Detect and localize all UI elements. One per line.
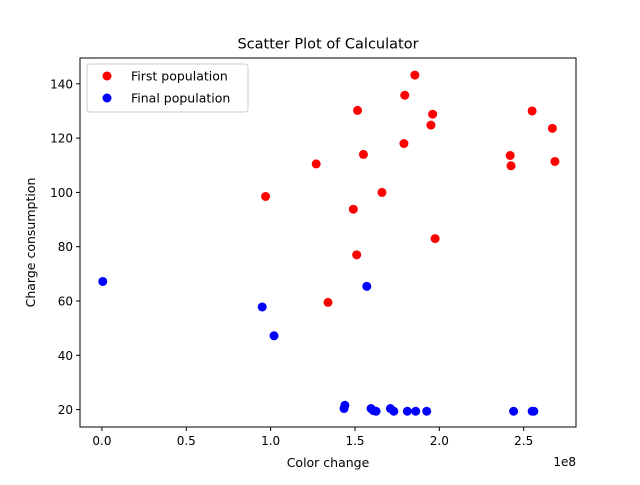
data-point-final-population [389, 406, 399, 416]
data-point-final-population [411, 406, 421, 416]
x-tick-label: 0.0 [92, 434, 111, 448]
data-point-final-population [362, 281, 372, 291]
data-point-final-population [98, 276, 108, 286]
data-point-first-population [506, 161, 516, 171]
data-point-final-population [509, 406, 519, 416]
y-tick-label: 120 [50, 132, 73, 146]
y-tick-label: 20 [58, 403, 73, 417]
axes-layer: 0.0 0.5 1.0 1.5 2.0 2.5 20 40 60 80 100 120 140 [50, 77, 533, 448]
data-point-first-population [399, 139, 409, 149]
legend-label-first-population: First population [131, 69, 228, 84]
legend: First population Final population [86, 63, 249, 113]
data-point-final-population [402, 406, 412, 416]
data-point-first-population [426, 120, 436, 130]
chart-title: Scatter Plot of Calculator [237, 37, 418, 53]
legend-marker-first-population [102, 71, 112, 81]
data-point-first-population [410, 70, 420, 80]
y-tick-label: 60 [58, 295, 73, 309]
points-layer [98, 70, 560, 416]
y-tick-label: 40 [58, 349, 73, 363]
x-axis-offset-label: 1e8 [553, 455, 576, 469]
data-point-final-population [269, 331, 279, 341]
data-point-first-population [505, 150, 515, 160]
y-tick-label: 100 [50, 186, 73, 200]
data-point-first-population [358, 149, 368, 159]
data-point-first-population [352, 250, 362, 260]
data-point-final-population [422, 406, 432, 416]
y-axis-label: Charge consumption [23, 178, 38, 308]
x-axis-label: Color change [287, 455, 370, 470]
x-tick-label: 2.5 [514, 434, 533, 448]
data-point-final-population [257, 302, 267, 312]
data-point-first-population [527, 106, 537, 116]
x-tick-label: 1.0 [261, 434, 280, 448]
legend-box [86, 63, 249, 113]
y-tick-label: 80 [58, 240, 73, 254]
data-point-first-population [428, 109, 438, 119]
data-point-first-population [430, 234, 440, 244]
data-point-final-population [529, 406, 539, 416]
y-tick-label: 140 [50, 77, 73, 91]
data-point-first-population [348, 204, 358, 214]
data-point-first-population [323, 297, 333, 307]
x-tick-label: 1.5 [345, 434, 364, 448]
data-point-first-population [311, 159, 321, 169]
data-point-final-population [340, 400, 350, 410]
plot-frame [79, 57, 577, 428]
data-point-first-population [547, 123, 557, 133]
x-tick-label: 0.5 [177, 434, 196, 448]
data-point-first-population [377, 187, 387, 197]
data-point-first-population [261, 191, 271, 201]
data-point-first-population [550, 156, 560, 166]
x-tick-label: 2.0 [430, 434, 449, 448]
legend-marker-final-population [102, 93, 112, 103]
data-point-first-population [400, 90, 410, 100]
data-point-final-population [371, 406, 381, 416]
data-point-first-population [353, 105, 363, 115]
legend-label-final-population: Final population [131, 91, 230, 106]
